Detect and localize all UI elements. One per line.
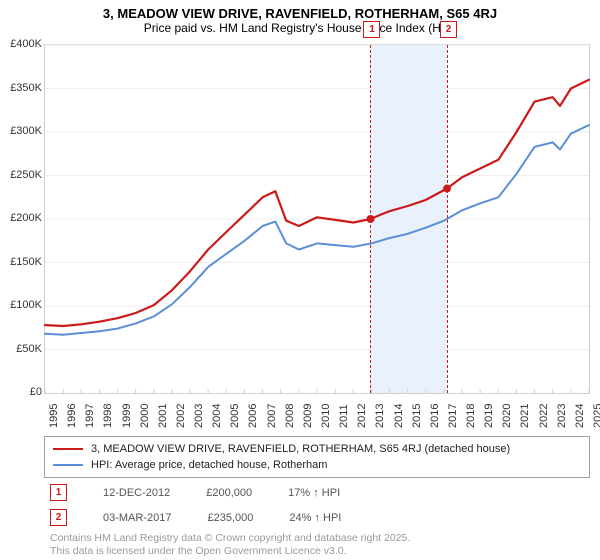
y-tick-label: £300K xyxy=(10,125,42,137)
legend-item: 3, MEADOW VIEW DRIVE, RAVENFIELD, ROTHER… xyxy=(53,441,581,457)
x-tick-label: 2023 xyxy=(556,404,570,428)
x-tick-label: 1999 xyxy=(121,404,135,428)
chart-svg xyxy=(45,45,589,393)
y-tick-label: £400K xyxy=(10,38,42,50)
x-axis: 1995 1996 1997 1998 1999 2000 2001 2002 2003 2004… xyxy=(44,394,590,436)
series-hpi xyxy=(45,125,589,335)
annotation-delta: 17% ↑ HPI xyxy=(288,487,340,499)
x-tick-label: 2024 xyxy=(574,404,588,428)
y-tick-label: £150K xyxy=(10,256,42,268)
chart-title: 3, MEADOW VIEW DRIVE, RAVENFIELD, ROTHER… xyxy=(0,0,600,21)
plot-area: 12 xyxy=(44,44,590,394)
y-tick-label: £350K xyxy=(10,82,42,94)
x-tick-label: 2022 xyxy=(538,404,552,428)
x-tick-label: 2009 xyxy=(302,404,316,428)
y-axis: £0£50K£100K£150K£200K£250K£300K£350K£400… xyxy=(0,44,44,394)
x-tick-label: 2004 xyxy=(211,404,225,428)
annotation-date: 03-MAR-2017 xyxy=(103,512,171,524)
plot-line: 1 xyxy=(370,45,371,393)
plot-line-badge-icon: 1 xyxy=(363,21,380,38)
legend-label: 3, MEADOW VIEW DRIVE, RAVENFIELD, ROTHER… xyxy=(91,441,510,457)
annotation-row: 2 03-MAR-2017 £235,000 24% ↑ HPI xyxy=(44,505,590,530)
footer-line1: Contains HM Land Registry data © Crown c… xyxy=(50,532,410,544)
x-tick-label: 2025 xyxy=(592,404,600,428)
x-tick-label: 2019 xyxy=(483,404,497,428)
annotation-row: 1 12-DEC-2012 £200,000 17% ↑ HPI xyxy=(44,480,590,505)
x-tick-label: 2008 xyxy=(284,404,298,428)
y-tick-label: £250K xyxy=(10,169,42,181)
x-tick-label: 2000 xyxy=(139,404,153,428)
x-tick-label: 2007 xyxy=(266,404,280,428)
plot-line-badge-icon: 2 xyxy=(440,21,457,38)
annotation-badge-icon: 2 xyxy=(50,509,67,526)
series-price_paid xyxy=(45,80,589,326)
annotation-date: 12-DEC-2012 xyxy=(103,487,170,499)
y-tick-label: £100K xyxy=(10,299,42,311)
x-tick-label: 2002 xyxy=(175,404,189,428)
annotation-table: 1 12-DEC-2012 £200,000 17% ↑ HPI 2 03-MA… xyxy=(44,480,590,558)
chart-container: 3, MEADOW VIEW DRIVE, RAVENFIELD, ROTHER… xyxy=(0,0,600,560)
legend-swatch-icon xyxy=(53,448,83,451)
x-tick-label: 2001 xyxy=(157,404,171,428)
legend-box: 3, MEADOW VIEW DRIVE, RAVENFIELD, ROTHER… xyxy=(44,436,590,478)
annotation-price: £200,000 xyxy=(206,487,252,499)
x-tick-label: 2010 xyxy=(320,404,334,428)
x-tick-label: 2015 xyxy=(411,404,425,428)
y-tick-label: £200K xyxy=(10,212,42,224)
annotation-badge-icon: 1 xyxy=(50,484,67,501)
chart-subtitle: Price paid vs. HM Land Registry's House … xyxy=(0,21,600,39)
annotation-price: £235,000 xyxy=(207,512,253,524)
x-tick-label: 1996 xyxy=(66,404,80,428)
x-tick-label: 2006 xyxy=(247,404,261,428)
footer-text: Contains HM Land Registry data © Crown c… xyxy=(44,530,590,558)
y-tick-label: £50K xyxy=(16,343,42,355)
x-tick-label: 1997 xyxy=(84,404,98,428)
x-tick-label: 2005 xyxy=(229,404,243,428)
x-tick-label: 2014 xyxy=(393,404,407,428)
x-tick-label: 1995 xyxy=(48,404,62,428)
plot-line: 2 xyxy=(447,45,448,393)
x-tick-label: 1998 xyxy=(102,404,116,428)
legend-item: HPI: Average price, detached house, Roth… xyxy=(53,457,581,473)
x-tick-label: 2016 xyxy=(429,404,443,428)
x-tick-label: 2018 xyxy=(465,404,479,428)
x-tick-label: 2020 xyxy=(501,404,515,428)
annotation-delta: 24% ↑ HPI xyxy=(289,512,341,524)
x-tick-label: 2017 xyxy=(447,404,461,428)
x-tick-label: 2012 xyxy=(356,404,370,428)
y-tick-label: £0 xyxy=(30,386,42,398)
x-tick-label: 2021 xyxy=(519,404,533,428)
x-tick-label: 2011 xyxy=(338,404,352,428)
legend-label: HPI: Average price, detached house, Roth… xyxy=(91,457,327,473)
legend-swatch-icon xyxy=(53,464,83,467)
footer-line2: This data is licensed under the Open Gov… xyxy=(50,545,347,557)
x-tick-label: 2013 xyxy=(374,404,388,428)
x-tick-label: 2003 xyxy=(193,404,207,428)
